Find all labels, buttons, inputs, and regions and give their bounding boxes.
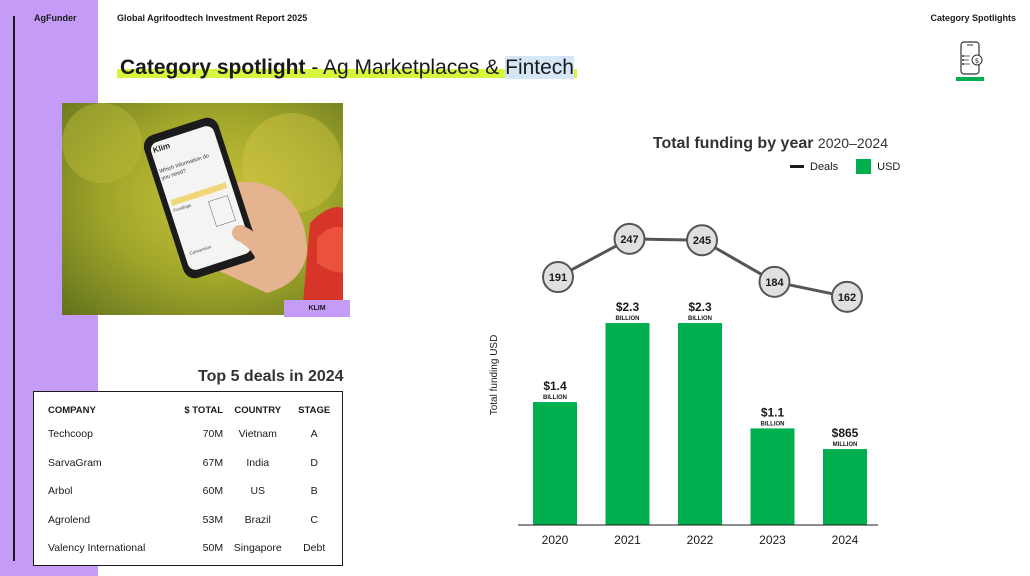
cell-stage: B [310, 485, 318, 498]
cell-country: US [250, 485, 266, 498]
top-deals-table: COMPANY $ TOTAL COUNTRY STAGE Techcoop 7… [33, 391, 343, 566]
cell-stage: Debt [303, 542, 326, 555]
bar-2022 [678, 323, 722, 525]
legend-deals-label: Deals [810, 160, 839, 173]
hand-holding-phone-photo: Klim Which information do you need? Fund… [62, 103, 343, 315]
cell-total: 60M [202, 485, 224, 498]
brand-name: AgFunder [34, 13, 77, 23]
chart-title: Total funding by year 2020–2024 [653, 135, 888, 153]
cell-company: Arbol [48, 485, 73, 498]
chart-legend: Deals USD [790, 159, 900, 174]
section-label: Category Spotlights [930, 13, 1016, 23]
page-title-sep: - [305, 56, 324, 79]
cell-total: 70M [202, 428, 224, 441]
bar-2024 [823, 449, 867, 525]
deals-point [686, 224, 718, 257]
phone-money-icon: $ [956, 41, 984, 81]
phone-screen-label2: Conversion [189, 244, 213, 256]
x-tick-label: 2020 [542, 533, 569, 547]
funding-chart: Total funding USD $1.4 BILLION 2020 $2.3 BILL… [489, 222, 878, 547]
legend-usd-label: USD [877, 160, 901, 173]
table-row: Techcoop 70M Vietnam A [44, 420, 336, 449]
table-header-row: COMPANY $ TOTAL COUNTRY STAGE [44, 400, 336, 420]
bar-value-label: $865 [832, 426, 859, 440]
bar-unit-label: MILLION [833, 442, 858, 448]
bar-2020 [533, 402, 577, 525]
cell-total: 67M [202, 456, 224, 469]
table-row: SarvaGram 67M India D [44, 449, 336, 478]
x-tick-label: 2024 [832, 533, 859, 547]
deals-point [542, 261, 574, 294]
cell-stage: C [310, 513, 318, 526]
x-tick-label: 2021 [614, 533, 641, 547]
table-row: Arbol 60M US B [44, 477, 336, 506]
column-header-total: $ TOTAL [184, 404, 224, 416]
deals-point-label: 247 [620, 234, 638, 246]
x-tick-label: 2022 [687, 533, 714, 547]
chart-title-main: Total funding by year [652, 135, 814, 152]
phone-screen-label1: Fundings [173, 202, 193, 213]
deals-point-label: 191 [549, 272, 567, 284]
bar-unit-label: BILLION [761, 421, 785, 427]
deals-point-label: 184 [765, 277, 784, 289]
photo-caption: KLIM [284, 300, 350, 317]
cell-country: Brazil [244, 513, 271, 526]
bar-unit-label: BILLION [616, 316, 640, 322]
deals-point [758, 265, 791, 298]
cell-total: 50M [202, 542, 224, 555]
side-rule [13, 16, 15, 561]
cell-total: 53M [202, 513, 224, 526]
cell-company: Techcoop [48, 428, 93, 441]
bar-value-label: $2.3 [616, 300, 640, 314]
deals-point-label: 162 [838, 292, 856, 304]
top-deals-title: Top 5 deals in 2024 [198, 368, 344, 385]
bar-2023 [750, 428, 795, 525]
chart-title-years: 2020–2024 [817, 135, 888, 151]
bar-2021 [605, 323, 650, 525]
deals-point-label: 245 [693, 235, 711, 247]
svg-text:$: $ [975, 57, 979, 65]
column-header-country: COUNTRY [234, 404, 282, 416]
table-row: Valency International 50M Singapore Debt [44, 534, 336, 563]
x-tick-label: 2023 [759, 533, 786, 547]
bar-unit-label: BILLION [543, 395, 567, 401]
bar-value-label: $2.3 [688, 300, 712, 314]
cell-country: Singapore [233, 542, 282, 555]
cell-country: Vietnam [238, 428, 277, 441]
report-title: Global Agrifoodtech Investment Report 20… [117, 13, 308, 23]
bar-value-label: $1.1 [761, 405, 785, 419]
table-row: Agrolend 53M Brazil C [44, 506, 336, 535]
page-title-highlight: Fintech [505, 56, 574, 79]
page-title-bold: Category spotlight [120, 56, 306, 79]
legend-usd-swatch [856, 159, 872, 174]
column-header-company: COMPANY [48, 404, 96, 416]
deals-point [613, 222, 646, 255]
bar-value-label: $1.4 [543, 379, 567, 393]
cell-company: SarvaGram [48, 456, 102, 469]
legend-deals-swatch [790, 165, 804, 168]
cell-stage: D [310, 456, 318, 469]
cell-country: India [246, 456, 270, 469]
page-title-rest: Ag Marketplaces & [323, 56, 506, 79]
cell-stage: A [310, 428, 318, 441]
deals-point [831, 280, 863, 313]
column-header-stage: STAGE [298, 404, 331, 416]
cell-company: Valency International [48, 542, 146, 555]
page-title: Category spotlight - Ag Marketplaces & F… [117, 56, 577, 80]
cell-company: Agrolend [48, 513, 91, 526]
bar-unit-label: BILLION [688, 316, 712, 322]
y-axis-label: Total funding USD [489, 335, 500, 416]
